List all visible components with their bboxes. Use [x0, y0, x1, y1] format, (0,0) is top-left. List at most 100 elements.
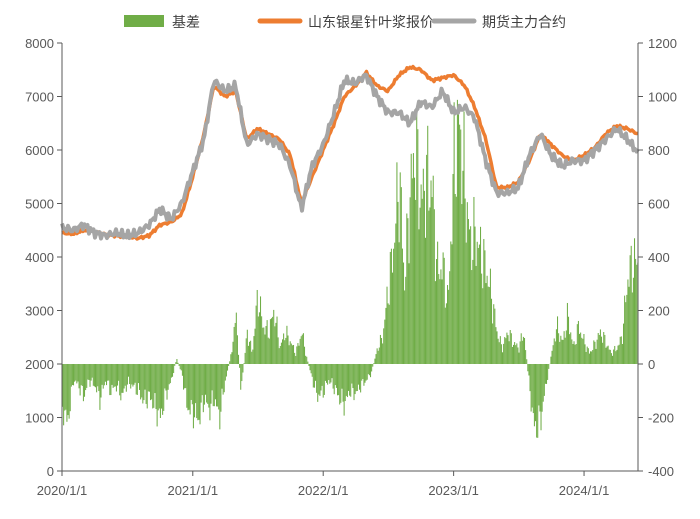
basis-bar	[367, 364, 369, 375]
basis-bar	[200, 364, 202, 403]
basis-bar	[477, 247, 479, 364]
basis-bar	[585, 351, 587, 364]
basis-bar	[122, 364, 124, 393]
basis-bar	[387, 303, 389, 364]
basis-bar	[485, 283, 487, 364]
basis-bar	[185, 364, 187, 389]
basis-bar	[302, 333, 304, 364]
basis-bar	[199, 364, 201, 425]
basis-bar	[339, 364, 341, 405]
basis-bar	[283, 333, 285, 364]
basis-bar	[596, 339, 598, 364]
basis-bar	[73, 364, 75, 386]
x-tick-label: 2021/1/1	[167, 483, 218, 498]
basis-bar	[592, 349, 594, 364]
basis-bar	[213, 364, 215, 407]
basis-bar	[266, 320, 268, 364]
basis-bar	[527, 364, 529, 372]
basis-bar	[344, 364, 346, 402]
basis-bar	[505, 338, 507, 364]
basis-bar	[514, 342, 516, 364]
basis-bar	[123, 364, 125, 389]
basis-bar	[329, 364, 331, 384]
basis-bar	[145, 364, 147, 404]
basis-bar	[569, 334, 571, 364]
y-left-tick-label: 0	[47, 464, 54, 479]
basis-bar	[103, 364, 105, 386]
basis-bar	[96, 364, 98, 393]
basis-bar	[590, 351, 592, 364]
basis-bar	[205, 364, 207, 395]
basis-bar	[141, 364, 143, 398]
basis-bar	[244, 352, 246, 364]
basis-bar	[597, 332, 599, 364]
basis-bar	[511, 346, 513, 364]
basis-bar	[458, 113, 460, 365]
basis-bar	[547, 364, 549, 380]
basis-bar	[449, 271, 451, 364]
basis-bar	[400, 187, 402, 364]
basis-bar	[500, 344, 502, 364]
basis-bar	[583, 334, 585, 364]
basis-bar	[231, 352, 233, 364]
basis-bar	[381, 338, 383, 364]
basis-bar	[557, 316, 559, 364]
basis-bar	[264, 334, 266, 364]
basis-bar	[74, 364, 76, 382]
basis-bar	[411, 178, 413, 364]
basis-bar	[599, 329, 601, 364]
basis-bar	[126, 364, 128, 385]
basis-bar	[536, 364, 538, 438]
basis-bar	[524, 337, 526, 364]
basis-bar	[498, 342, 500, 364]
basis-bar	[628, 286, 630, 364]
basis-bar	[439, 279, 441, 364]
basis-bar	[106, 364, 108, 386]
basis-bar	[86, 364, 88, 388]
basis-bar	[482, 288, 484, 364]
y-right-tick-label: 200	[648, 304, 670, 319]
basis-bar	[563, 331, 565, 364]
futures-price-line	[60, 72, 640, 241]
basis-bar	[488, 287, 490, 364]
basis-bar	[211, 364, 213, 391]
basis-bar	[379, 334, 381, 364]
x-tick-label: 2023/1/1	[428, 483, 479, 498]
basis-bar	[521, 340, 523, 364]
basis-bar	[107, 364, 109, 381]
basis-bar	[100, 364, 102, 398]
basis-bar	[414, 177, 416, 364]
basis-bar	[135, 364, 137, 395]
y-right-tick-label: 800	[648, 143, 670, 158]
basis-bar	[234, 322, 236, 364]
basis-bar	[526, 359, 528, 364]
basis-bar	[508, 341, 510, 364]
basis-bar	[509, 330, 511, 364]
basis-bar	[88, 364, 90, 380]
basis-bar	[326, 364, 328, 383]
basis-bar	[119, 364, 121, 396]
basis-bar	[118, 364, 120, 381]
basis-bar	[515, 345, 517, 364]
basis-bar	[354, 364, 356, 395]
basis-bar	[218, 364, 220, 410]
basis-bar	[117, 364, 119, 386]
basis-bar	[432, 175, 434, 364]
basis-bar	[235, 312, 237, 364]
basis-bar	[188, 364, 190, 410]
basis-bar	[316, 364, 318, 393]
basis-bar	[286, 325, 288, 364]
basis-bar	[469, 229, 471, 364]
basis-bar	[102, 364, 104, 389]
basis-bar	[540, 364, 542, 431]
basis-bar	[401, 248, 403, 364]
basis-bar	[510, 333, 512, 364]
basis-bar	[570, 332, 572, 364]
basis-bar	[419, 207, 421, 364]
basis-bar	[544, 364, 546, 384]
basis-bar	[636, 264, 638, 364]
basis-bar	[614, 345, 616, 364]
basis-bar	[216, 364, 218, 407]
basis-bar	[298, 345, 300, 364]
